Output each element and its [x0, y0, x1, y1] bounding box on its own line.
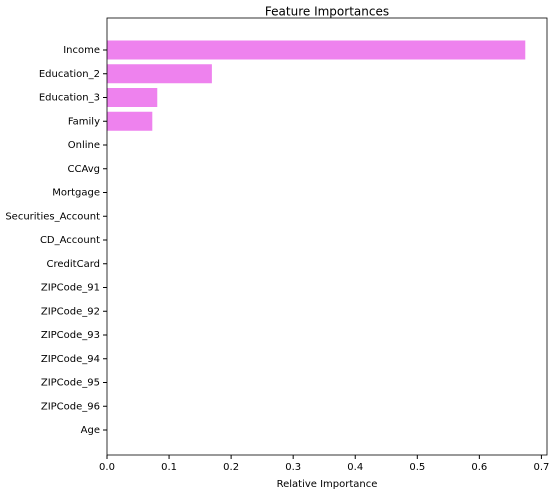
x-tick-label: 0.4 — [347, 462, 363, 473]
bar — [107, 64, 212, 84]
plot-frame — [106, 17, 548, 456]
x-tick-label: 0.1 — [161, 462, 177, 473]
x-tick-label: 0.6 — [471, 462, 487, 473]
y-tick-label: ZIPCode_92 — [41, 306, 100, 317]
y-tick-label: Education_3 — [39, 93, 100, 104]
y-tick-label: Online — [68, 140, 100, 151]
x-tick-label: 0.3 — [285, 462, 301, 473]
x-tick-label: 0.7 — [533, 462, 549, 473]
x-tick-label: 0.5 — [409, 462, 425, 473]
y-tick-label: Age — [81, 425, 100, 436]
y-tick-label: ZIPCode_93 — [41, 330, 100, 341]
y-tick-label: Family — [68, 116, 100, 127]
y-tick-label: CD_Account — [40, 235, 100, 246]
x-axis-label: Relative Importance — [277, 479, 378, 490]
bar — [107, 40, 526, 60]
bar — [107, 88, 158, 107]
y-tick-label: Income — [63, 45, 100, 56]
y-tick-label: CCAvg — [68, 164, 101, 175]
x-tick-label: 0.0 — [99, 462, 115, 473]
y-tick-label: CreditCard — [47, 259, 100, 270]
y-tick-label: Education_2 — [39, 69, 100, 80]
bar — [107, 111, 153, 131]
x-tick-label: 0.2 — [223, 462, 239, 473]
y-tick-label: ZIPCode_94 — [41, 354, 100, 365]
y-tick-label: Securities_Account — [5, 211, 100, 222]
y-tick-label: ZIPCode_95 — [41, 378, 100, 389]
chart-title: Feature Importances — [265, 5, 389, 19]
y-tick-label: ZIPCode_96 — [41, 401, 100, 412]
y-tick-label: Mortgage — [52, 188, 100, 199]
y-tick-label: ZIPCode_91 — [41, 283, 100, 294]
